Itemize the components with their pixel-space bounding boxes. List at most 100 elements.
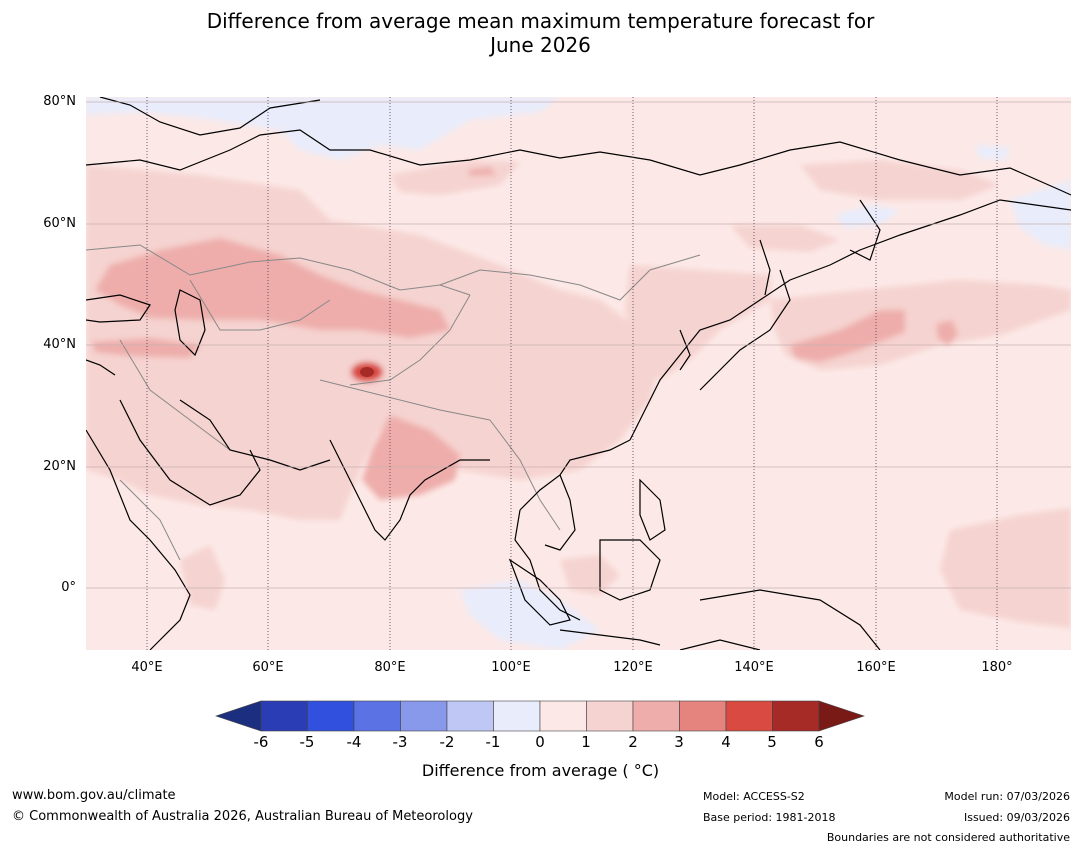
- footer-disclaimer: Boundaries are not considered authoritat…: [826, 831, 1070, 844]
- coast-persian-gulf: [179, 399, 331, 471]
- coast-india: [329, 439, 490, 541]
- coast-africa: [86, 429, 191, 650]
- anomaly-cold-ne: [1010, 180, 1071, 250]
- colorbar-segment: [586, 700, 634, 732]
- coast-mediterranean: [86, 359, 116, 376]
- coast-kamchatka: [849, 199, 881, 261]
- country-borders: [86, 244, 701, 561]
- anomaly-cold-arctic: [86, 97, 560, 160]
- colorbar-tick-0: 0: [535, 733, 545, 751]
- anomaly-warm-east-asia: [625, 265, 770, 380]
- colorbar-segment: [353, 700, 401, 732]
- anomaly-warm-siberia: [800, 160, 1000, 200]
- anomaly-warm-africa: [180, 545, 225, 610]
- border-china-central: [349, 294, 471, 386]
- anomaly-cold-bering: [835, 205, 900, 228]
- forecast-map: [86, 97, 1071, 650]
- coast-scandinavia: [99, 97, 321, 136]
- colorbar-tick-2: 2: [628, 733, 638, 751]
- anomaly-cold-indian: [460, 580, 600, 650]
- border-russia-kazakhstan: [86, 244, 471, 296]
- footer-website[interactable]: www.bom.gov.au/climate: [12, 788, 176, 803]
- lon-label-80e: 80°E: [374, 660, 406, 675]
- anomaly-warmer-caspian: [92, 338, 200, 358]
- latitude-gridlines: [86, 101, 1071, 589]
- coast-australia: [679, 639, 761, 650]
- longitude-gridlines: [146, 97, 998, 650]
- coast-seasia: [514, 509, 581, 621]
- footer-copyright: © Commonwealth of Australia 2026, Austra…: [12, 809, 473, 824]
- title-line-1: Difference from average mean maximum tem…: [206, 9, 875, 33]
- colorbar-segment: [539, 700, 587, 732]
- border-middle-east: [119, 339, 231, 451]
- coast-indochina: [544, 474, 576, 551]
- title-line-2: June 2026: [490, 33, 591, 57]
- anomaly-warmer-central-asia: [95, 238, 450, 338]
- colorbar-tick-neg4: -4: [346, 733, 362, 751]
- colorbar-tick-neg3: -3: [392, 733, 408, 751]
- colorbar-tick-neg5: -5: [299, 733, 315, 751]
- chart-title: Difference from average mean maximum tem…: [0, 9, 1081, 57]
- border-stans: [189, 279, 331, 331]
- colorbar-extend-min: [215, 700, 262, 732]
- coast-pacific-north: [629, 199, 1071, 441]
- anomaly-warmer-siberia: [468, 167, 496, 176]
- coast-sakhalin: [759, 239, 771, 296]
- coastlines: [86, 97, 1071, 650]
- anomaly-warm-sea: [730, 225, 840, 252]
- colorbar-label: Difference from average ( °C): [421, 761, 660, 780]
- colorbar-tick-neg6: -6: [253, 733, 269, 751]
- colorbar-segment: [307, 700, 355, 732]
- lat-label-80n: 80°N: [43, 94, 76, 109]
- footer-model: Model: ACCESS-S2: [703, 790, 805, 803]
- footer-model-run: Model run: 07/03/2026: [944, 790, 1070, 803]
- anomaly-warmer-india: [362, 415, 460, 500]
- lat-label-60n: 60°N: [43, 216, 76, 231]
- lat-label-20n: 20°N: [43, 459, 76, 474]
- coast-java: [559, 629, 661, 646]
- lon-label-160e: 160°E: [856, 660, 896, 675]
- border-china-mongolia: [439, 254, 701, 301]
- coast-arabia: [119, 399, 261, 506]
- lon-label-100e: 100°E: [491, 660, 531, 675]
- footer-base-period: Base period: 1981-2018: [703, 811, 836, 824]
- coast-japan: [699, 269, 791, 391]
- colorbar-segment: [772, 700, 820, 732]
- colorbar-segment: [679, 700, 727, 732]
- border-africa-east: [119, 479, 181, 561]
- lon-label-180: 180°: [981, 660, 1013, 675]
- coast-china-south: [519, 439, 631, 511]
- lat-label-40n: 40°N: [43, 337, 76, 352]
- footer-issued: Issued: 09/03/2026: [963, 811, 1070, 824]
- coast-caspian: [174, 289, 206, 357]
- colorbar-segment: [260, 700, 308, 732]
- coast-arctic: [86, 129, 1071, 196]
- anomaly-warm-se-pacific: [940, 508, 1071, 628]
- coast-philippines: [639, 478, 666, 541]
- anomaly-warmer-pacific-small: [936, 320, 958, 346]
- coast-black-sea: [86, 294, 151, 323]
- colorbar-segment: [632, 700, 680, 732]
- colorbar-segment: [725, 700, 773, 732]
- colorbar-extend-max: [818, 700, 865, 732]
- anomaly-cold-greenland: [975, 145, 1010, 160]
- coast-borneo: [599, 539, 661, 601]
- colorbar-segment: [400, 700, 448, 732]
- colorbar-tick-neg2: -2: [439, 733, 455, 751]
- coast-newguinea: [699, 589, 881, 650]
- colorbar-segment: [446, 700, 494, 732]
- colorbar-segment: [493, 700, 541, 732]
- lon-label-120e: 120°E: [613, 660, 653, 675]
- lon-label-140e: 140°E: [734, 660, 774, 675]
- colorbar-tick-neg1: -1: [485, 733, 501, 751]
- lat-label-0: 0°: [61, 580, 76, 595]
- lon-label-40e: 40°E: [131, 660, 163, 675]
- colorbar-tick-4: 4: [721, 733, 731, 751]
- coast-korea: [679, 329, 691, 371]
- colorbar-tick-3: 3: [674, 733, 684, 751]
- colorbar-tick-5: 5: [767, 733, 777, 751]
- anomaly-warm-indonesia: [560, 555, 620, 595]
- border-india-china: [319, 379, 491, 421]
- anomaly-hottest-tibet: [360, 367, 374, 377]
- colorbar-tick-1: 1: [581, 733, 591, 751]
